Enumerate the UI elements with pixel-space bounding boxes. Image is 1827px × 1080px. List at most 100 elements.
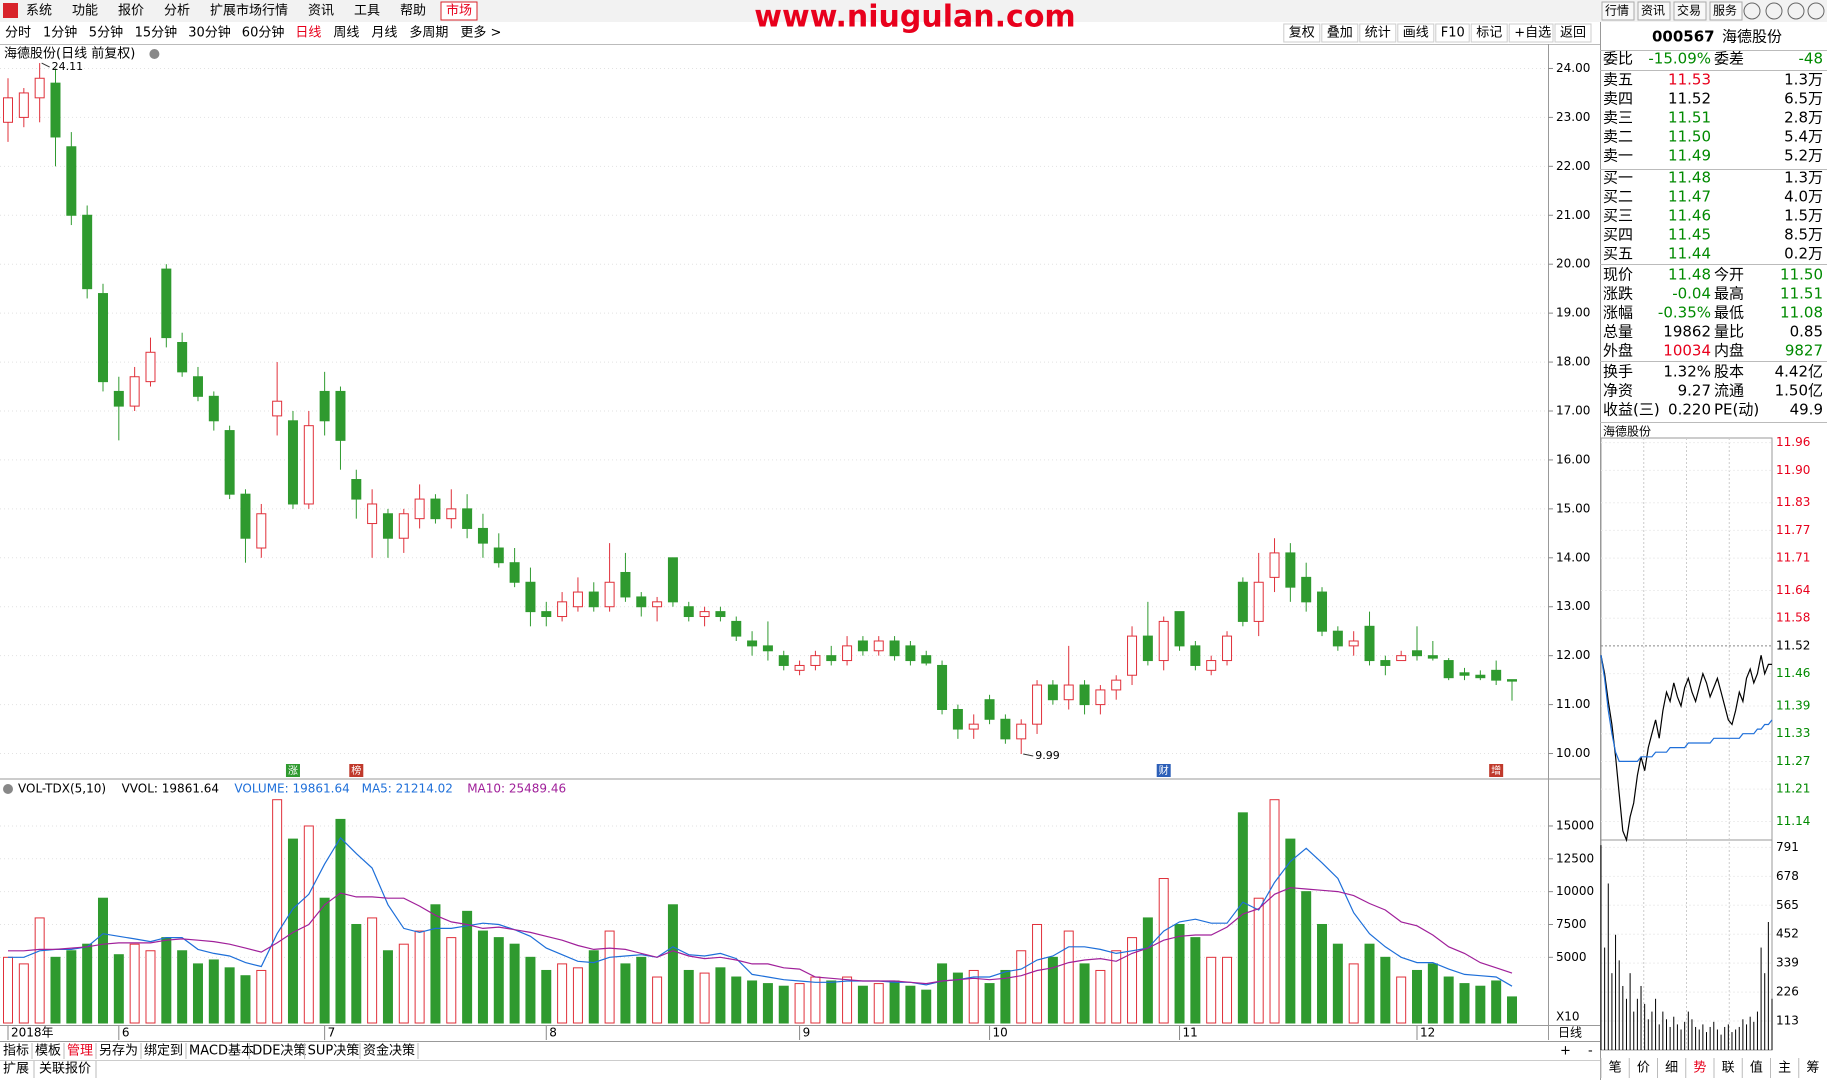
side-tab[interactable]: 筹 <box>1806 1060 1819 1076</box>
tool-label[interactable]: 返回 <box>1560 26 1586 41</box>
tool-label[interactable]: +自选 <box>1514 26 1551 41</box>
tool-button[interactable] <box>1359 23 1397 43</box>
event-label[interactable]: 增 <box>1491 764 1501 777</box>
menu-item[interactable]: 系统 <box>26 4 52 19</box>
window-control[interactable] <box>1765 2 1783 20</box>
event-marker[interactable] <box>1489 764 1504 777</box>
period-tab[interactable]: 15分钟 <box>135 25 178 41</box>
menu-item[interactable]: 市场 <box>446 3 472 19</box>
indicator-menu[interactable] <box>3 784 13 794</box>
event-marker[interactable] <box>1156 764 1171 777</box>
period-tab[interactable]: 1分钟 <box>43 25 77 41</box>
extreme-arrow <box>1023 753 1034 757</box>
volume-bar <box>272 799 283 1024</box>
zoom-button[interactable]: + <box>1560 1044 1571 1059</box>
period-tab[interactable]: 月线 <box>371 26 397 41</box>
side-tab[interactable]: 笔 <box>1609 1060 1622 1076</box>
date-unit: 日线 <box>1558 1026 1582 1040</box>
menu-item[interactable]: 功能 <box>72 4 98 19</box>
volume-bar <box>192 963 203 1024</box>
event-marker[interactable] <box>349 764 364 777</box>
bottom-tab[interactable]: SUP决策 <box>308 1043 360 1059</box>
y-tick-label: 565 <box>1776 898 1799 912</box>
tool-button[interactable] <box>1554 23 1592 43</box>
nav-label[interactable]: 行情 <box>1605 4 1629 18</box>
event-label[interactable]: 榜 <box>351 764 361 777</box>
menu-item[interactable]: 工具 <box>354 4 380 19</box>
menu-item[interactable]: 报价 <box>118 4 144 19</box>
candle-body <box>1427 655 1438 659</box>
tool-button[interactable] <box>1283 23 1321 43</box>
tool-label[interactable]: 叠加 <box>1327 26 1353 41</box>
period-tab[interactable]: 60分钟 <box>242 25 285 41</box>
nav-button[interactable] <box>1601 1 1635 21</box>
nav-button[interactable] <box>1637 1 1671 21</box>
volume-bar <box>1380 956 1391 1024</box>
tool-label[interactable]: 复权 <box>1289 25 1315 41</box>
bottom-tab[interactable]: 关联报价 <box>39 1062 91 1077</box>
title-menu[interactable] <box>149 49 160 59</box>
candle-body <box>588 591 599 608</box>
tool-label[interactable]: 统计 <box>1365 26 1391 41</box>
candle-body <box>636 596 647 608</box>
side-tab[interactable]: 联 <box>1722 1061 1735 1076</box>
side-tab[interactable]: 势 <box>1693 1060 1706 1076</box>
menu-item[interactable]: 帮助 <box>400 4 426 19</box>
x-tick-label: 6 <box>122 1026 130 1040</box>
side-tab[interactable]: 细 <box>1665 1061 1678 1076</box>
period-tab[interactable]: 分时 <box>5 26 31 41</box>
menu-item[interactable]: 扩展市场行情 <box>210 3 288 19</box>
period-tab[interactable]: 30分钟 <box>188 25 231 41</box>
bottom-tab[interactable]: 另存为 <box>99 1044 138 1059</box>
nav-label[interactable]: 资讯 <box>1641 4 1665 18</box>
intraday-title: 海德股份 <box>1603 424 1651 439</box>
candle-body <box>525 581 536 613</box>
event-marker[interactable] <box>285 764 300 777</box>
logo <box>3 3 18 18</box>
nav-label[interactable]: 交易 <box>1677 3 1701 18</box>
bottom-tab[interactable]: DDE决策 <box>252 1043 306 1059</box>
nav-button[interactable] <box>1673 1 1707 21</box>
tool-label[interactable]: F10 <box>1441 26 1465 41</box>
period-tab[interactable]: 更多 > <box>460 25 501 41</box>
bottom-tab[interactable]: 绑定到 <box>144 1044 183 1059</box>
period-tab[interactable]: 5分钟 <box>89 25 123 41</box>
period-tab[interactable]: 多周期 <box>409 25 448 41</box>
side-tab[interactable]: 主 <box>1778 1061 1791 1076</box>
side-tab[interactable]: 价 <box>1637 1061 1650 1076</box>
bottom-tab[interactable]: 扩展 <box>3 1062 29 1077</box>
period-tab[interactable]: 周线 <box>333 26 359 41</box>
menu-item[interactable]: 分析 <box>164 4 190 19</box>
quote-label: 收益(三) <box>1603 401 1660 419</box>
tool-button[interactable] <box>1397 23 1435 43</box>
event-label[interactable]: 财 <box>1159 764 1169 777</box>
window-control[interactable] <box>1743 2 1761 20</box>
bottom-tab[interactable]: 管理 <box>67 1044 93 1059</box>
window-control[interactable] <box>1787 2 1805 20</box>
event-label[interactable]: 涨 <box>288 765 298 777</box>
bottom-tab[interactable]: MACD基本 <box>189 1044 254 1059</box>
tool-label[interactable]: 画线 <box>1403 26 1429 41</box>
nav-label[interactable]: 服务 <box>1713 3 1737 18</box>
candle-body <box>161 268 172 339</box>
candle-body <box>842 645 853 662</box>
zoom-button[interactable]: - <box>1588 1044 1593 1059</box>
candle-body <box>66 146 77 216</box>
tool-button[interactable] <box>1435 23 1470 43</box>
window-control[interactable] <box>1807 2 1825 20</box>
side-tab[interactable]: 值 <box>1750 1060 1763 1076</box>
tool-button[interactable] <box>1470 23 1508 43</box>
bottom-tab[interactable]: 指标 <box>3 1044 29 1059</box>
bottom-tab[interactable]: 模板 <box>35 1044 61 1059</box>
y-tick-label: 339 <box>1776 956 1799 970</box>
menu-item[interactable]: 资讯 <box>308 4 334 19</box>
tool-label[interactable]: 标记 <box>1476 26 1502 41</box>
tool-button[interactable] <box>1321 23 1359 43</box>
quote-size: 8.5万 <box>1784 226 1823 244</box>
bottom-tab[interactable]: 资金决策 <box>363 1043 415 1059</box>
nav-button[interactable] <box>1709 1 1743 21</box>
quote-label: 换手 <box>1603 363 1633 381</box>
tool-button[interactable] <box>1508 23 1554 43</box>
period-tab[interactable]: 日线 <box>295 26 321 41</box>
